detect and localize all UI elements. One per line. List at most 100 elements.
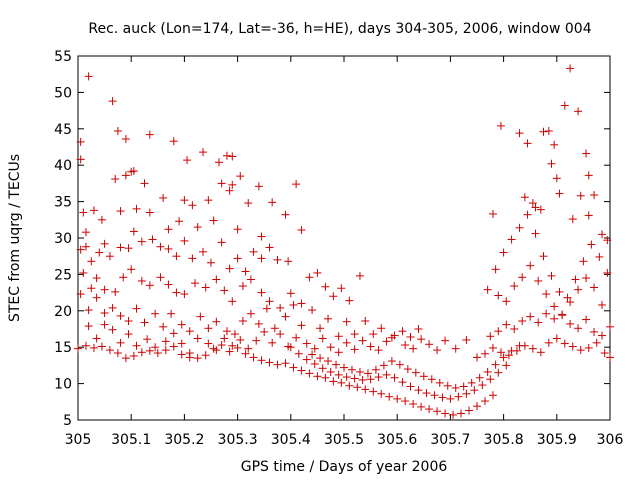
data-point xyxy=(433,407,442,416)
data-point xyxy=(217,341,226,350)
data-point xyxy=(220,334,229,343)
data-point xyxy=(401,341,410,350)
data-point xyxy=(249,353,258,362)
data-point xyxy=(289,363,298,372)
data-point xyxy=(161,337,170,346)
data-point xyxy=(550,314,559,323)
data-point xyxy=(268,198,277,207)
data-point xyxy=(531,229,540,238)
y-tick-label: 30 xyxy=(54,231,72,247)
data-point xyxy=(361,385,370,394)
data-point xyxy=(526,261,535,270)
data-point xyxy=(281,359,290,368)
x-tick-label: 305.7 xyxy=(430,432,470,448)
data-point xyxy=(145,130,154,139)
data-point xyxy=(419,372,428,381)
data-point xyxy=(265,297,274,306)
data-point xyxy=(443,381,452,390)
data-point xyxy=(132,341,141,350)
data-point xyxy=(406,382,415,391)
data-point xyxy=(132,304,141,313)
data-point xyxy=(97,215,106,224)
data-point xyxy=(318,364,327,373)
data-point xyxy=(113,126,122,135)
data-point xyxy=(438,393,447,402)
data-point xyxy=(390,373,399,382)
y-tick-label: 5 xyxy=(63,413,72,429)
data-point xyxy=(590,191,599,200)
data-point xyxy=(457,409,466,418)
data-point xyxy=(313,372,322,381)
data-point xyxy=(281,210,290,219)
data-point xyxy=(449,410,458,419)
data-point xyxy=(590,327,599,336)
data-point xyxy=(108,97,117,106)
data-point xyxy=(302,355,311,364)
data-point xyxy=(465,406,474,415)
data-point xyxy=(204,196,213,205)
data-point xyxy=(395,360,404,369)
data-point xyxy=(544,338,553,347)
data-point xyxy=(95,248,104,257)
data-point xyxy=(411,368,420,377)
data-point xyxy=(491,360,500,369)
data-point xyxy=(494,327,503,336)
data-point xyxy=(603,236,612,245)
data-point xyxy=(257,288,266,297)
data-point xyxy=(121,171,130,180)
data-point xyxy=(473,402,481,411)
data-point xyxy=(382,370,391,379)
y-tick-label: 40 xyxy=(54,158,72,174)
data-point xyxy=(276,303,285,312)
data-point xyxy=(563,293,572,302)
data-point xyxy=(310,344,319,353)
series-arc-4 xyxy=(76,290,423,342)
data-point xyxy=(345,381,354,390)
data-point xyxy=(417,335,426,344)
data-point xyxy=(467,378,476,387)
data-point xyxy=(132,204,141,213)
data-point xyxy=(366,342,375,351)
data-point xyxy=(151,343,160,352)
data-point xyxy=(347,365,356,374)
data-point xyxy=(233,225,242,234)
data-point xyxy=(454,392,463,401)
data-point xyxy=(576,346,585,355)
data-point xyxy=(582,315,591,324)
data-point xyxy=(281,312,290,321)
data-point xyxy=(414,325,423,333)
data-point xyxy=(433,346,442,355)
data-point xyxy=(366,375,375,384)
data-point xyxy=(566,64,575,73)
data-point xyxy=(539,252,548,261)
data-point xyxy=(177,339,186,348)
data-point xyxy=(568,342,577,351)
data-point xyxy=(249,247,258,256)
data-point xyxy=(164,280,173,289)
data-point xyxy=(480,397,489,406)
data-point xyxy=(355,271,364,280)
data-point xyxy=(124,316,133,325)
data-point xyxy=(478,381,487,390)
data-point xyxy=(297,299,306,308)
data-point xyxy=(297,225,306,234)
data-point xyxy=(244,344,253,353)
data-point xyxy=(486,375,495,384)
series-arc-right-mid xyxy=(486,309,614,341)
data-point xyxy=(294,349,303,358)
x-tick-label: 305 xyxy=(65,432,92,448)
data-point xyxy=(92,334,101,343)
data-point xyxy=(116,338,125,347)
data-point xyxy=(342,338,351,347)
data-point xyxy=(382,337,391,346)
x-axis-label: GPS time / Days of year 2006 xyxy=(241,459,448,475)
x-tick-label: 305.8 xyxy=(484,432,524,448)
data-point xyxy=(560,339,569,348)
data-point xyxy=(105,252,114,261)
data-point xyxy=(140,318,149,327)
data-point xyxy=(199,247,208,256)
data-point xyxy=(539,127,548,136)
data-point xyxy=(337,284,346,293)
data-point xyxy=(241,267,250,276)
